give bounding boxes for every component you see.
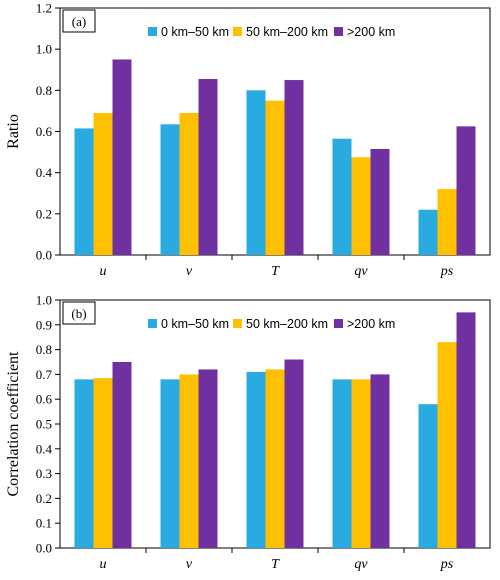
- panel-a-label-box: [62, 9, 96, 33]
- panel-a-bar-u-series-3: [112, 59, 132, 256]
- panel-a-legend-swatch-3: [334, 27, 343, 36]
- panel-b-ytick-label: 0.4: [36, 441, 53, 456]
- panel-a-bar-qv-series-2: [351, 157, 371, 255]
- panel-b-category-label: v: [186, 557, 193, 572]
- panel-b-ytick-label: 0.2: [36, 491, 52, 506]
- panel-a-category-label: ps: [440, 264, 454, 279]
- panel-a-ytick-label: 0.8: [36, 83, 52, 98]
- panel-b-bar-v-series-1: [160, 379, 180, 548]
- panel-a-category-label: qv: [354, 264, 368, 279]
- panel-a-legend-label-2: 50 km–200 km: [246, 25, 328, 39]
- panel-b-y-axis-title: Correlation coefficient: [5, 351, 22, 497]
- panel-b-ytick-label: 0.8: [36, 342, 52, 357]
- panel-b-bar-ps-series-2: [437, 342, 457, 548]
- panel-b-bar-T-series-2: [265, 369, 285, 548]
- panel-a-category-label: v: [186, 264, 193, 279]
- panel-b-legend-label-1: 0 km–50 km: [161, 317, 229, 331]
- panel-b-label: (b): [71, 306, 86, 321]
- panel-b-ytick-label: 0.0: [36, 541, 52, 556]
- panel-a-ytick-label: 0.0: [36, 248, 52, 263]
- panel-b-legend-label-3: >200 km: [347, 317, 395, 331]
- panel-a-legend-label-3: >200 km: [347, 25, 395, 39]
- panel-a-ytick-label: 0.6: [36, 124, 53, 139]
- panel-b-bar-u-series-3: [112, 362, 132, 548]
- panel-b-category-label: T: [271, 557, 280, 572]
- panel-a-bar-qv-series-3: [370, 148, 390, 255]
- panel-b-bar-qv-series-2: [351, 379, 371, 548]
- panel-b-label-box: [62, 301, 96, 325]
- panel-b-bar-v-series-2: [179, 374, 199, 548]
- panel-a-bar-T-series-1: [246, 90, 266, 255]
- panel-a-bar-u-series-1: [74, 128, 94, 255]
- panel-b-ytick-label: 0.9: [36, 317, 52, 332]
- panel-b-bar-T-series-1: [246, 371, 266, 548]
- panel-b-bar-T-series-3: [284, 359, 304, 548]
- panel-b-ytick-label: 0.1: [36, 516, 52, 531]
- panel-a-bar-T-series-2: [265, 100, 285, 255]
- panel-b-legend-swatch-3: [334, 319, 343, 328]
- panel-b-bar-qv-series-3: [370, 374, 390, 548]
- panel-a-ytick-label: 0.4: [36, 165, 53, 180]
- panel-b-bar-u-series-2: [93, 378, 113, 548]
- panel-a-bar-u-series-2: [93, 112, 113, 255]
- panel-b-bar-ps-series-1: [418, 404, 438, 548]
- panel-a-bar-ps-series-1: [418, 209, 438, 255]
- panel-b-ytick-label: 1.0: [36, 293, 52, 308]
- panel-a-bar-T-series-3: [284, 80, 304, 256]
- panel-a-y-axis-title: Ratio: [5, 114, 22, 149]
- panel-a-ytick-label: 0.2: [36, 206, 52, 221]
- panel-a-label: (a): [72, 14, 86, 29]
- panel-b-ytick-label: 0.7: [36, 367, 53, 382]
- panel-b-ytick-label: 0.6: [36, 392, 53, 407]
- panel-a-legend-swatch-1: [148, 27, 157, 36]
- panel-a-ytick-label: 1.0: [36, 42, 52, 57]
- panel-b-category-label: u: [100, 557, 107, 572]
- panel-b-legend-swatch-2: [233, 319, 242, 328]
- panel-a-bar-ps-series-2: [437, 189, 457, 255]
- panel-a-legend-label-1: 0 km–50 km: [161, 25, 229, 39]
- panel-b-legend-label-2: 50 km–200 km: [246, 317, 328, 331]
- panel-a-legend-swatch-2: [233, 27, 242, 36]
- panel-a-ytick-label: 1.2: [36, 1, 52, 16]
- panel-b-bar-ps-series-3: [456, 312, 476, 548]
- panel-a-bar-qv-series-1: [332, 138, 352, 255]
- panel-a-bar-v-series-3: [198, 79, 218, 255]
- panel-b-category-label: ps: [440, 557, 454, 572]
- panel-a-bar-v-series-1: [160, 124, 180, 255]
- panel-b-legend-swatch-1: [148, 319, 157, 328]
- panel-b-category-label: qv: [354, 557, 368, 572]
- panel-a-bar-v-series-2: [179, 112, 199, 255]
- panel-b-bar-u-series-1: [74, 379, 94, 548]
- panel-b-bar-qv-series-1: [332, 379, 352, 548]
- panel-a-category-label: u: [100, 264, 107, 279]
- panel-a-category-label: T: [271, 264, 280, 279]
- panel-a-bar-ps-series-3: [456, 126, 476, 256]
- panel-b-ytick-label: 0.5: [36, 417, 52, 432]
- panel-b-bar-v-series-3: [198, 369, 218, 548]
- panel-b-ytick-label: 0.3: [36, 466, 52, 481]
